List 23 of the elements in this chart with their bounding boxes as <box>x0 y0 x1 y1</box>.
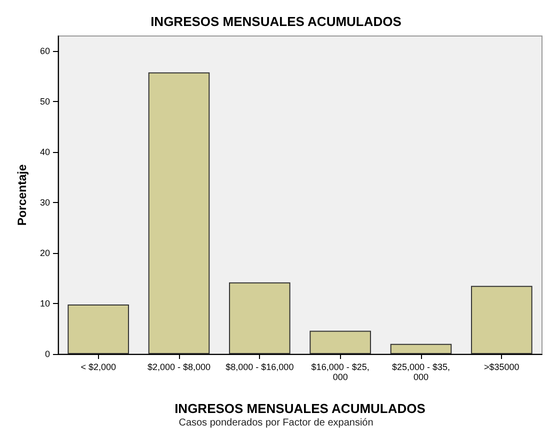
bar <box>310 330 371 354</box>
y-tick-label: 30 <box>40 198 50 208</box>
y-tick-label: 60 <box>40 46 50 56</box>
text: Casos ponderados por Factor de expansión <box>178 418 374 428</box>
x-tick-label: $25,000 - $35,000 <box>392 362 450 382</box>
bar <box>148 72 210 354</box>
bar <box>229 282 290 354</box>
y-tick-label: 10 <box>40 298 50 309</box>
x-tick-label: $16,000 - $25,000 <box>311 362 370 382</box>
x-tick-label: < $2,000 <box>80 362 116 372</box>
y-tick-label: 20 <box>40 248 50 258</box>
y-axis-title: Porcentaje <box>15 164 29 226</box>
bar <box>68 304 129 354</box>
y-tick-label: 0 <box>44 349 50 359</box>
x-tick-label: >$35000 <box>484 362 520 372</box>
x-axis-title: INGRESOS MENSUALES ACUMULADOS <box>174 401 426 416</box>
chart-title: INGRESOS MENSUALES ACUMULADOS <box>150 14 402 29</box>
x-tick-label: $2,000 - $8,000 <box>147 362 211 372</box>
y-tick-label: 40 <box>40 147 50 158</box>
y-tick-label: 50 <box>40 96 50 107</box>
bar <box>390 344 452 354</box>
x-tick-label: $8,000 - $16,000 <box>226 362 294 372</box>
bar <box>471 286 532 354</box>
